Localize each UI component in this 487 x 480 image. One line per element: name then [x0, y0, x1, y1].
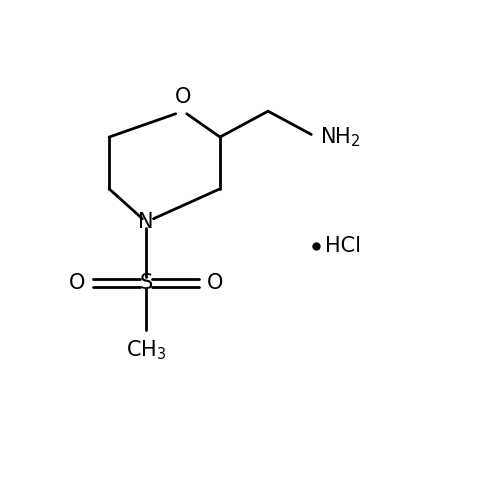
- Text: NH$_2$: NH$_2$: [320, 125, 360, 149]
- Text: N: N: [138, 212, 154, 232]
- Text: CH$_3$: CH$_3$: [126, 338, 167, 362]
- Text: O: O: [69, 273, 85, 293]
- Text: O: O: [175, 87, 191, 108]
- Text: O: O: [207, 273, 224, 293]
- Text: S: S: [139, 273, 153, 293]
- Text: HCl: HCl: [325, 236, 361, 256]
